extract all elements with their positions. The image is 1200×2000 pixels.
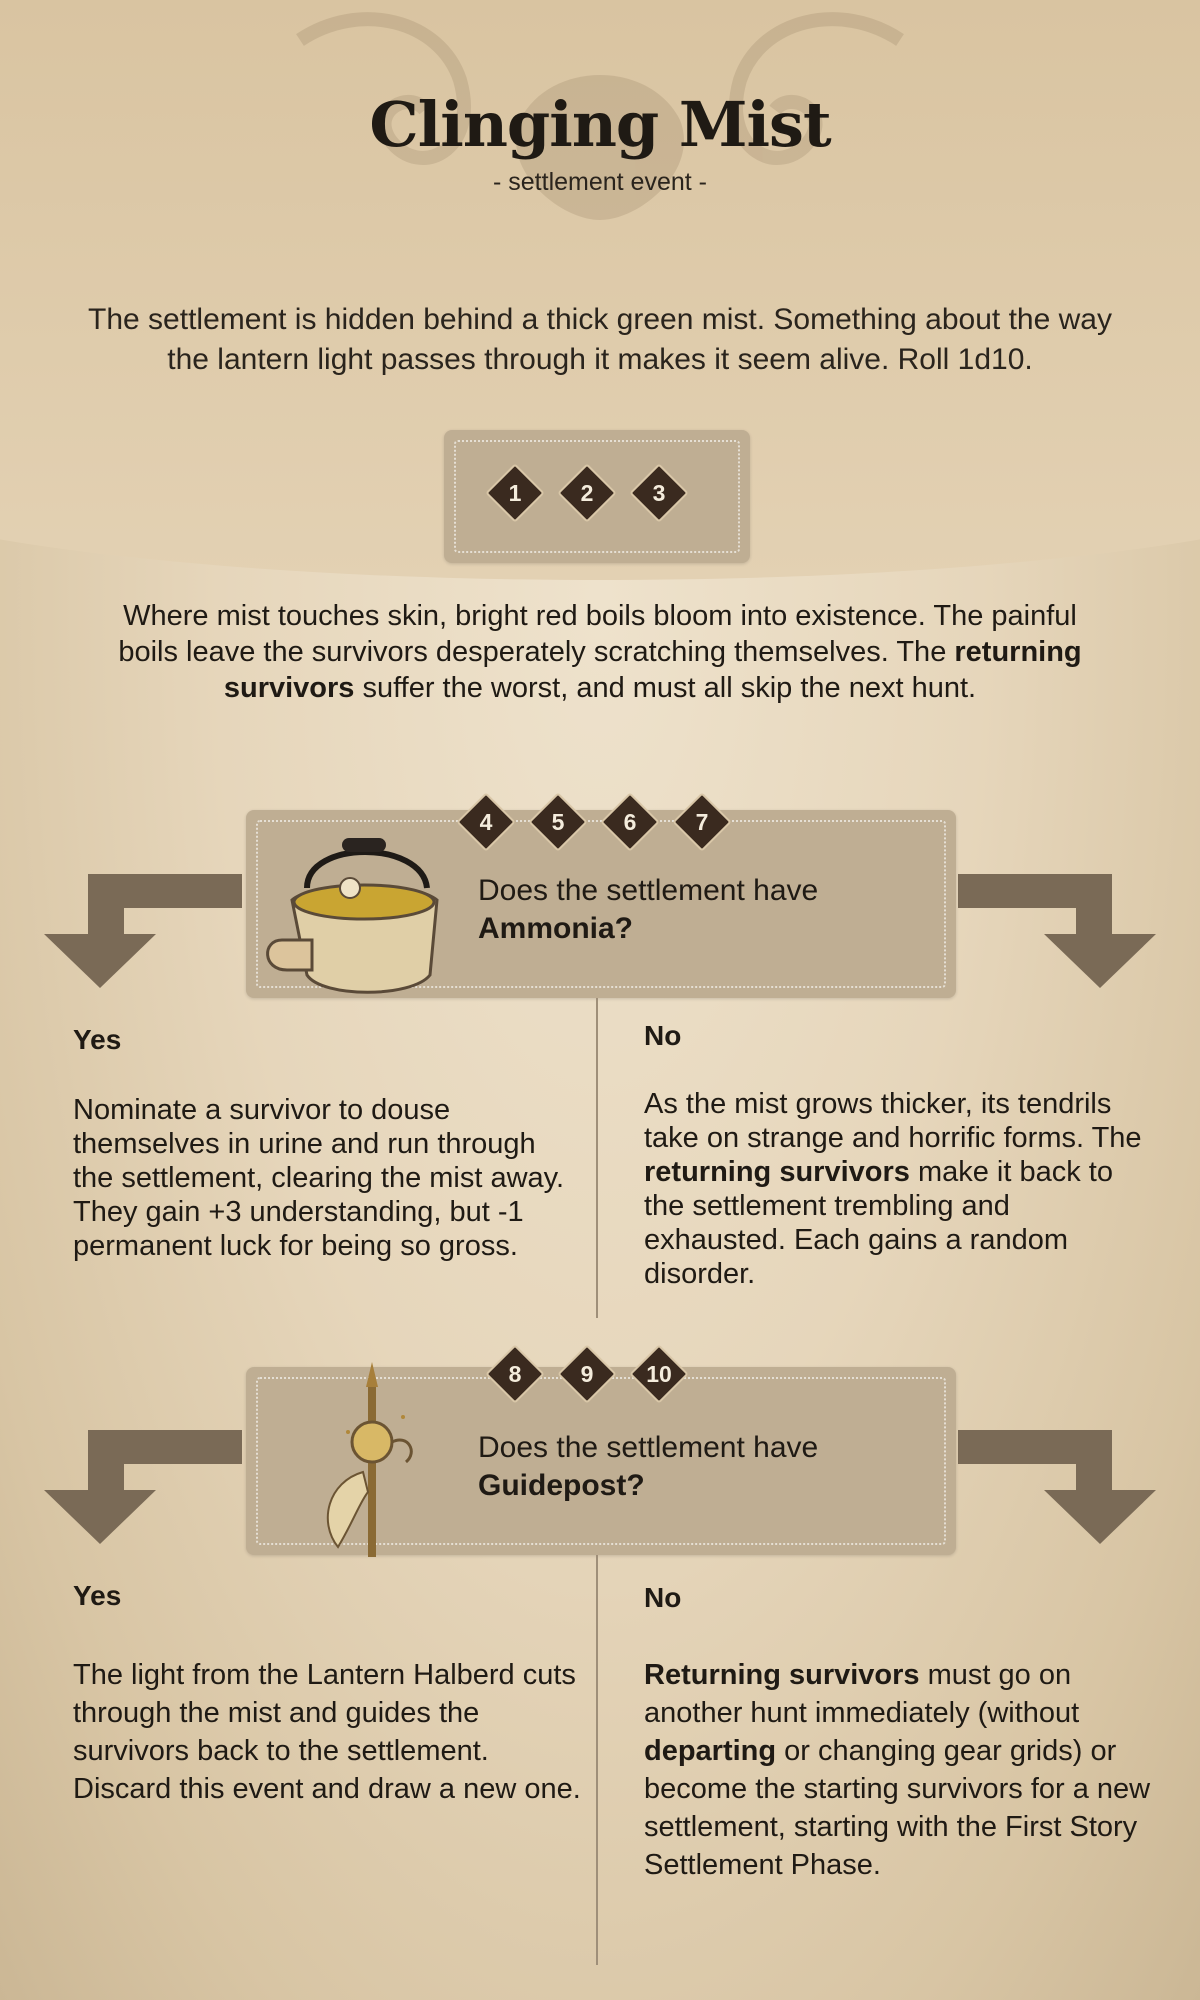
yes-label: Yes (73, 1580, 122, 1611)
result-text-segment: As the mist grows thicker, its tendrils … (644, 1088, 1142, 1154)
die-number: 1 (508, 480, 522, 506)
die-badge: 3 (630, 464, 688, 522)
no-label: No (644, 1582, 682, 1613)
question-guidepost: Does the settlement have Guidepost? (478, 1429, 938, 1505)
lantern-halberd-icon (326, 1362, 413, 1557)
die-badge: 8 (486, 1345, 544, 1403)
result-text-segment: Where mist touches skin, bright red boil… (118, 600, 1077, 668)
die-number: 8 (508, 1361, 522, 1387)
intro-text: The settlement is hidden behind a thick … (88, 303, 1112, 376)
ammonia-bucket-icon (266, 838, 439, 994)
ammonia-yes-text: Nominate a survivor to douse themselves … (73, 1094, 565, 1262)
die-badge: 7 (673, 793, 731, 851)
result-text-segment: make it back to the settlement trembling… (644, 1156, 1113, 1290)
die-number: 3 (652, 480, 666, 506)
die-number: 7 (695, 809, 709, 835)
card-title: Clinging Mist (369, 88, 831, 161)
question-ammonia: Does the settlement have Ammonia? (478, 872, 938, 948)
keyword-returning-survivors: Returning survivors (644, 1659, 920, 1691)
die-number: 6 (623, 809, 637, 835)
dice-group-1-3: 1 2 3 (486, 464, 688, 522)
no-label: No (644, 1020, 682, 1051)
column-divider (596, 998, 598, 1318)
die-number: 2 (580, 480, 594, 506)
bent-arrow-icon (958, 1430, 1156, 1544)
guidepost-no-text: Returning survivors must go on another h… (644, 1656, 1154, 1884)
bent-arrow-icon (44, 874, 242, 988)
result-1-3-text: Where mist touches skin, bright red boil… (100, 598, 1100, 706)
result-text-segment: must go on another hunt immediately (wit… (644, 1659, 1080, 1729)
bent-arrow-icon (44, 1430, 242, 1544)
die-badge: 1 (486, 464, 544, 522)
die-number: 4 (479, 809, 493, 835)
die-badge: 10 (630, 1345, 688, 1403)
yes-label: Yes (73, 1024, 122, 1055)
result-text-segment: or changing gear grids) or become the st… (644, 1735, 1151, 1881)
die-badge: 9 (558, 1345, 616, 1403)
guidepost-yes-text: The light from the Lantern Halberd cuts … (73, 1659, 581, 1805)
die-number: 10 (646, 1361, 672, 1387)
question-item: Ammonia? (478, 912, 634, 945)
question-item: Guidepost? (478, 1469, 645, 1502)
result-text-segment: suffer the worst, and must all skip the … (354, 672, 977, 704)
keyword-returning-survivors: returning survivors (223, 636, 1082, 704)
die-number: 5 (551, 809, 565, 835)
die-badge: 2 (558, 464, 616, 522)
keyword-departing: departing (644, 1735, 777, 1767)
keyword-returning-survivors: returning survivors (644, 1156, 910, 1188)
die-number: 9 (580, 1361, 594, 1387)
question-prefix: Does the settlement have (478, 874, 819, 907)
ammonia-no-text: As the mist grows thicker, its tendrils … (644, 1087, 1154, 1291)
dice-group-4-7: 4 5 6 7 (457, 793, 731, 851)
column-divider (596, 1555, 598, 1965)
ornament-decoration (296, 12, 904, 220)
dice-group-8-10: 8 9 10 (486, 1345, 688, 1403)
card-subtitle: - settlement event - (493, 168, 707, 196)
die-badge: 4 (457, 793, 515, 851)
question-prefix: Does the settlement have (478, 1431, 819, 1464)
die-badge: 6 (601, 793, 659, 851)
bent-arrow-icon (958, 874, 1156, 988)
die-badge: 5 (529, 793, 587, 851)
